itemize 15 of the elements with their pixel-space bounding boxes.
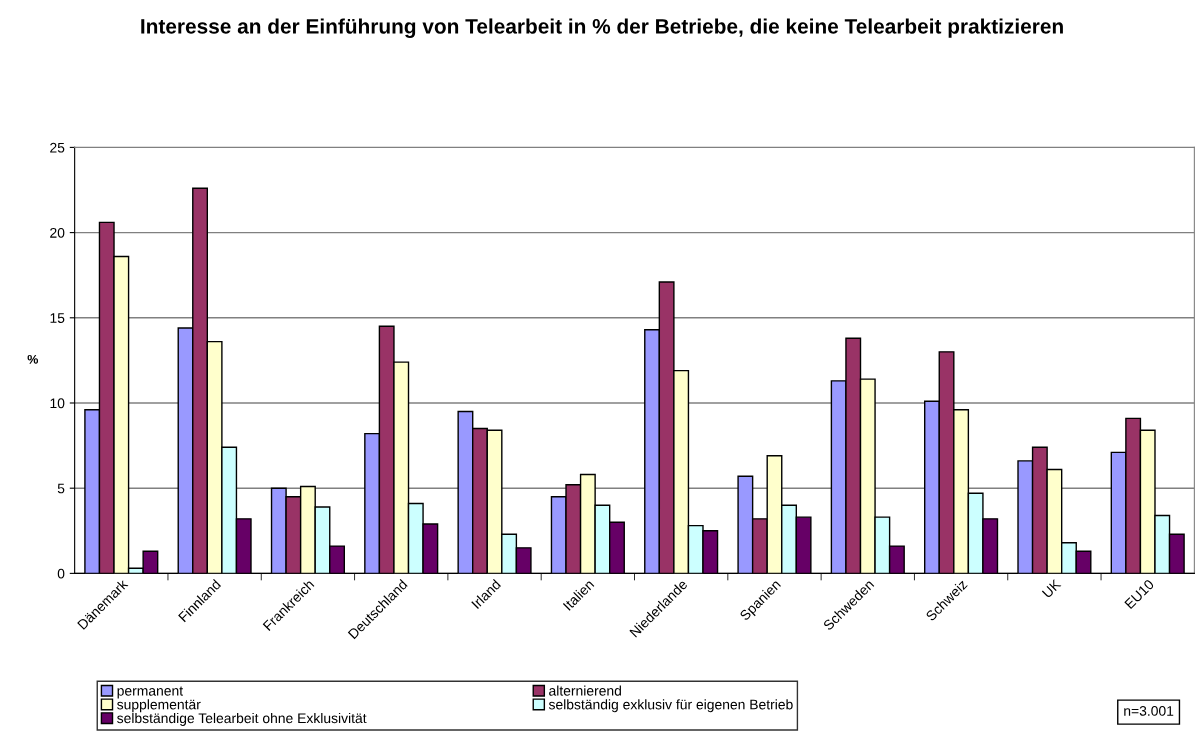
legend-label: selbständig exklusiv für eigenen Betrieb: [548, 699, 793, 713]
legend-label: selbständige Telearbeit ohne Exklusivität: [117, 712, 367, 726]
y-tick-label: 5: [57, 483, 65, 494]
y-tick-label: 0: [57, 568, 65, 579]
y-tick-label: 10: [50, 398, 65, 409]
y-axis-title: %: [27, 354, 39, 364]
text: n=3.001: [1124, 705, 1174, 716]
chart-title: Interesse an der Einführung von Telearbeit in % der Betriebe, die keine Telearbeit praktizieren: [141, 18, 1063, 38]
y-tick-label: 25: [50, 142, 65, 153]
y-tick-label: 15: [50, 313, 65, 323]
x-tick-label: UK: [1041, 578, 1062, 599]
y-tick-label: 20: [50, 227, 65, 238]
legend-label: permanent: [117, 686, 183, 699]
legend-label: alternierend: [549, 685, 621, 696]
legend-label: supplementär: [117, 699, 201, 713]
